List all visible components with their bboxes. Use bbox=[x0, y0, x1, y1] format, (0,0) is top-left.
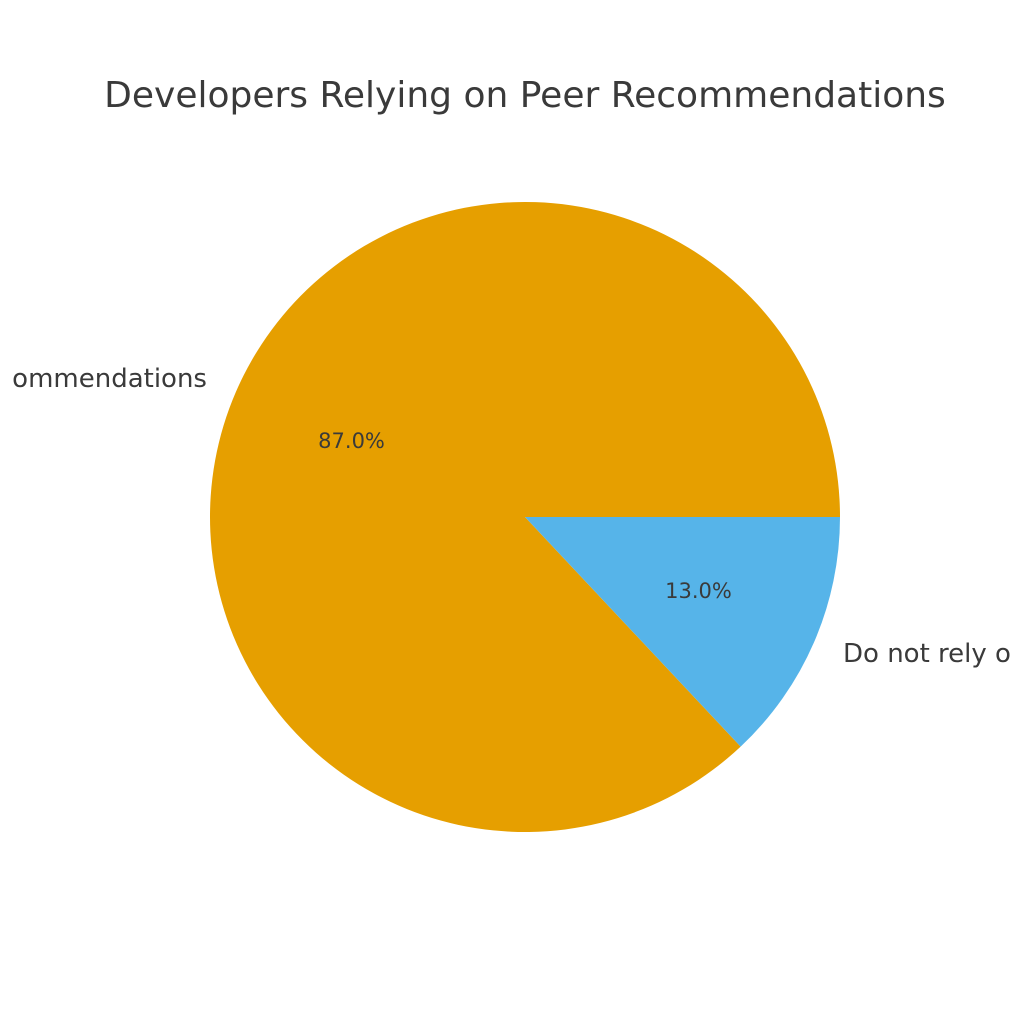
chart-title: Developers Relying on Peer Recommendatio… bbox=[104, 75, 946, 116]
pie-slice bbox=[525, 517, 840, 747]
value-label: 13.0% bbox=[665, 579, 732, 603]
value-label: 87.0% bbox=[318, 429, 385, 453]
slice-label: Do not rely o bbox=[843, 639, 1011, 669]
slice-label: ommendations bbox=[12, 364, 207, 394]
